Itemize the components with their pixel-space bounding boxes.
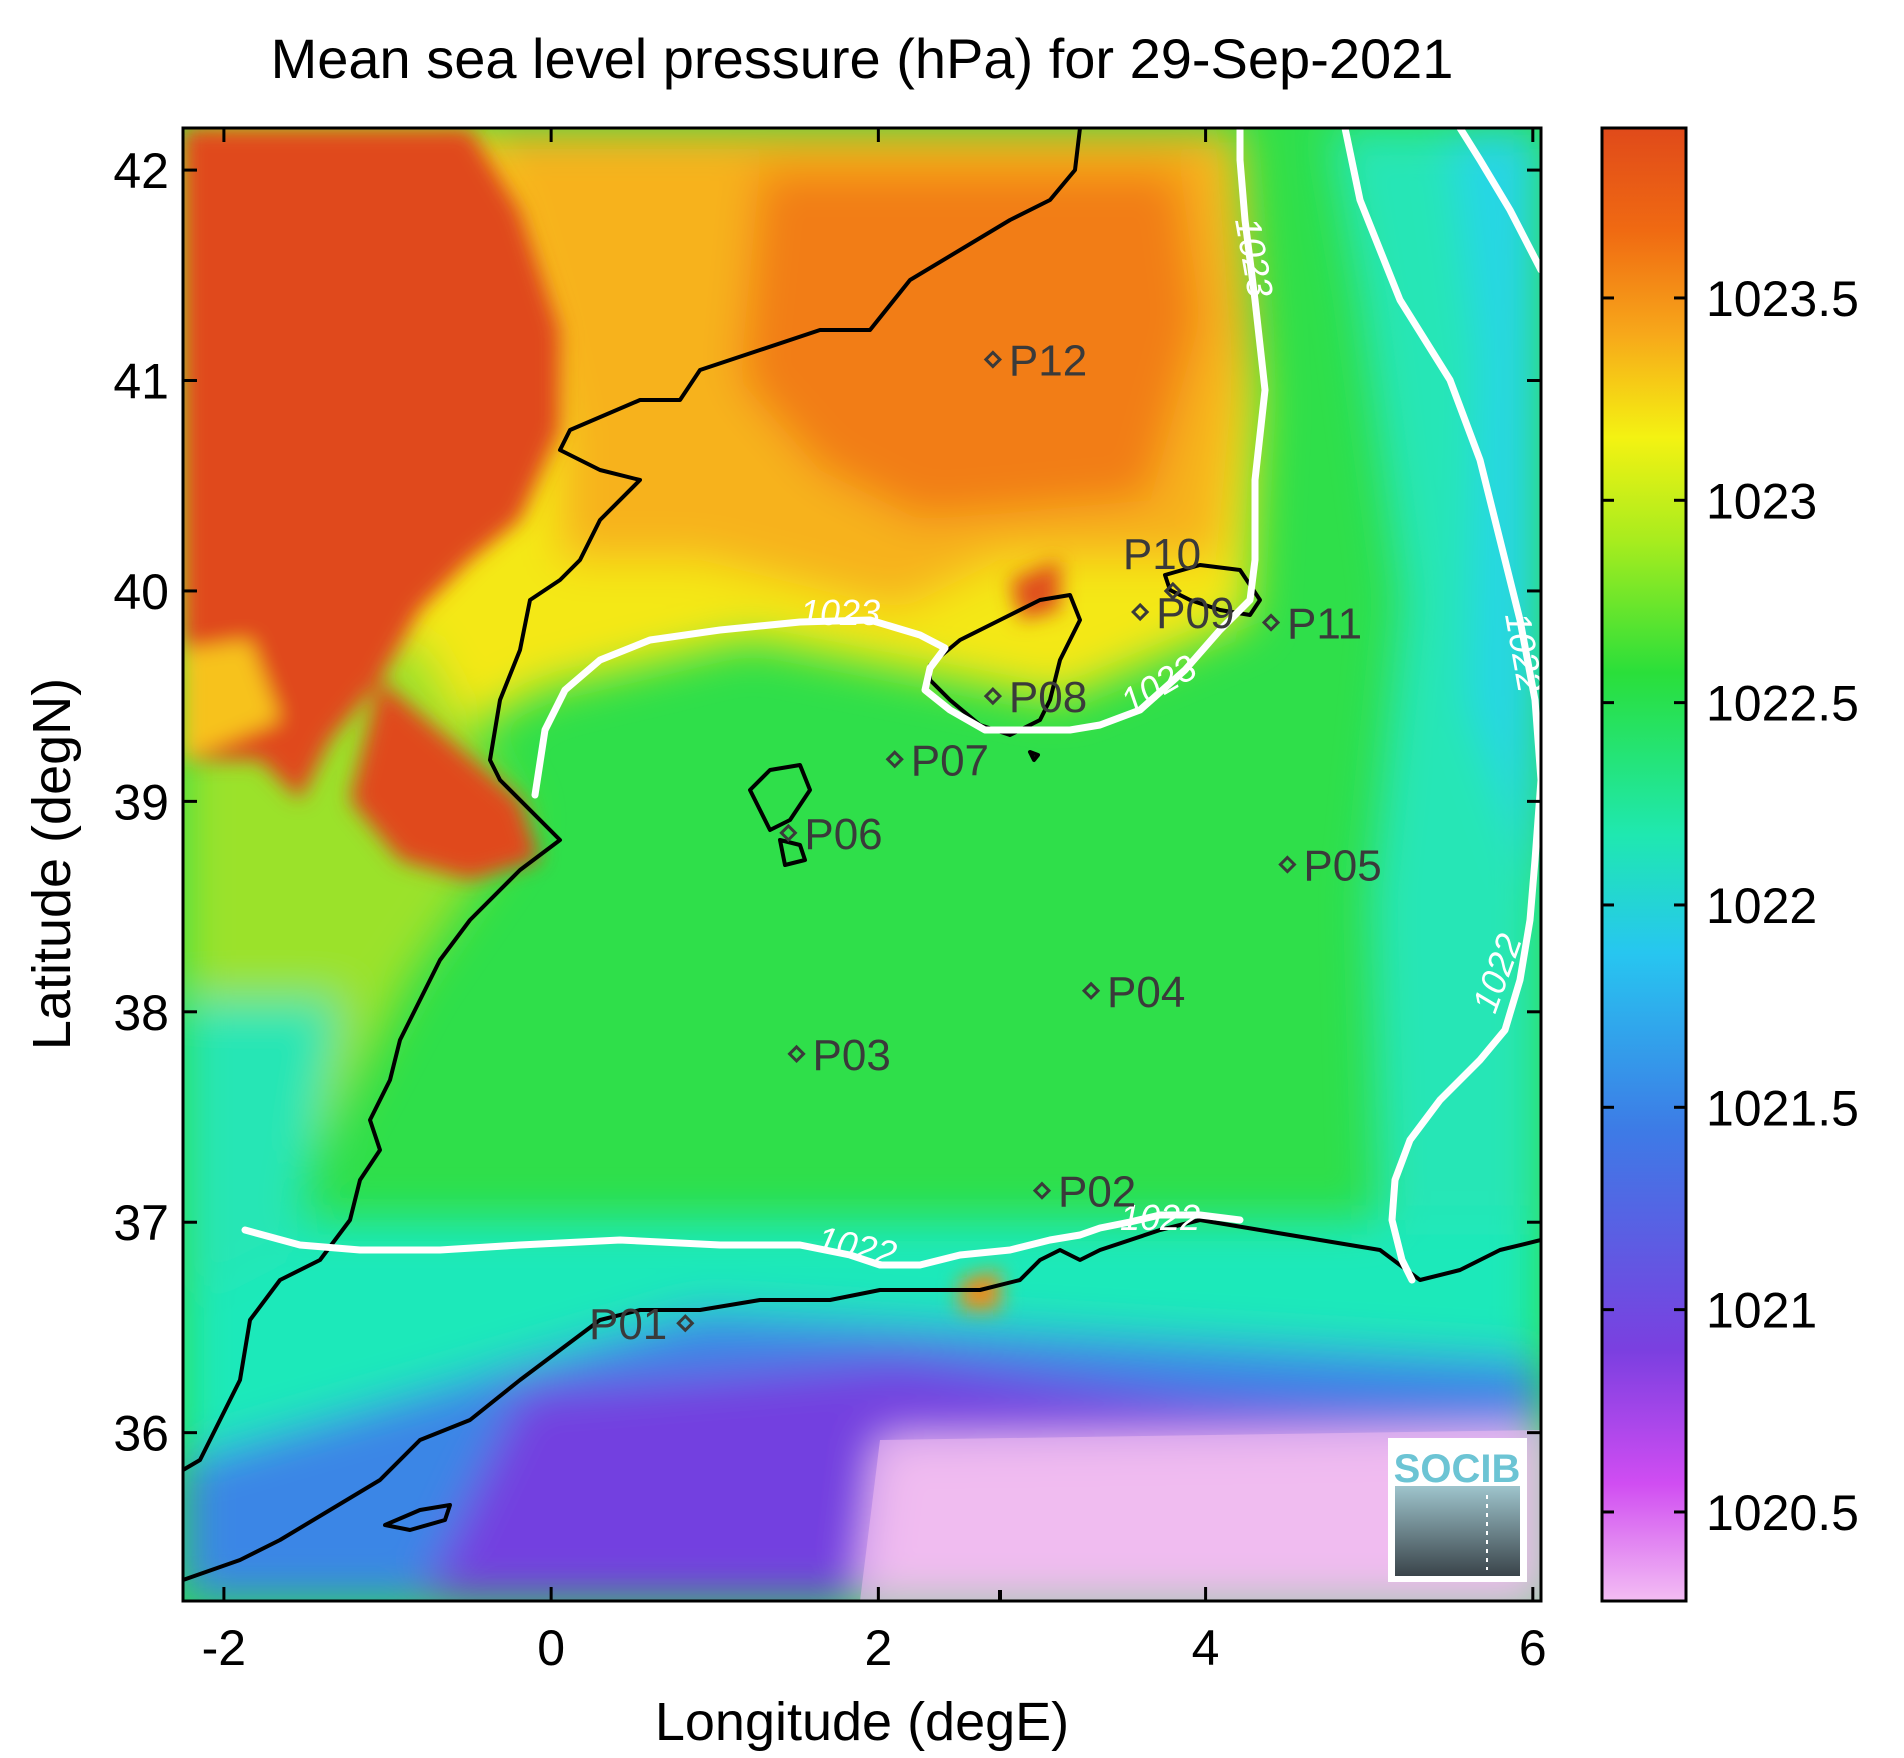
station-label: P12 [1009, 336, 1087, 385]
station-p06: P06 [779, 810, 883, 859]
x-tick-label: 6 [1519, 1620, 1547, 1676]
station-label: P01 [589, 1300, 667, 1349]
x-tick-label: 4 [1192, 1620, 1220, 1676]
isobar-1023-west [531, 128, 1269, 799]
station-marker [1131, 602, 1150, 622]
station-p08: P08 [983, 673, 1087, 722]
colorbar-tick-label: 1021.5 [1706, 1080, 1859, 1136]
station-marker [779, 823, 798, 843]
station-label: P06 [804, 810, 882, 859]
x-tick-label: -2 [202, 1620, 246, 1676]
y-axis-label: Latitude (degN) [22, 678, 82, 1050]
station-marker [676, 1314, 695, 1333]
colorbar-tick-label: 1021 [1706, 1283, 1817, 1339]
colorbar: 1020.5 1021 1021.5 1022 1022.5 1023 1023.5 [1600, 126, 1859, 1603]
station-label: P05 [1303, 842, 1381, 891]
y-tick-label: 41 [113, 354, 169, 410]
station-label: P03 [813, 1031, 891, 1080]
station-points: P01 P02 P03 P04 P05 P06 P07 P08 P09 P10 P11 P12 [589, 336, 1382, 1349]
station-marker [983, 687, 1003, 706]
isobar-1022-east [1341, 128, 1541, 1284]
isobars [241, 128, 1541, 1284]
map-frame [181, 126, 1543, 1603]
colorbar-tick-label: 1023.5 [1706, 271, 1859, 327]
station-marker [787, 1044, 806, 1064]
station-label: P08 [1009, 673, 1087, 722]
y-tick-label: 37 [113, 1195, 169, 1251]
station-marker [1032, 1181, 1052, 1200]
x-axis: -2 0 2 4 6 [202, 128, 1547, 1676]
colorbar-tick-label: 1020.5 [1706, 1485, 1859, 1541]
y-tick-label: 38 [113, 985, 169, 1041]
station-label: P02 [1058, 1168, 1136, 1217]
colorbar-ticks: 1020.5 1021 1021.5 1022 1022.5 1023 1023.5 [1602, 271, 1859, 1541]
y-tick-label: 36 [113, 1406, 169, 1462]
station-marker [1081, 981, 1101, 1000]
coastline [183, 128, 1541, 1601]
station-p01: P01 [589, 1300, 695, 1349]
station-p07: P07 [885, 736, 989, 785]
station-p12: P12 [983, 336, 1087, 385]
station-marker [885, 750, 904, 769]
y-tick-label: 42 [113, 143, 169, 199]
station-p03: P03 [787, 1031, 891, 1080]
station-marker [983, 350, 1003, 369]
isobar-label: 1022 [1120, 1197, 1200, 1238]
station-label: P10 [1123, 530, 1201, 579]
y-tick-label: 40 [113, 564, 169, 620]
station-label: P11 [1287, 600, 1362, 649]
station-label: P04 [1107, 968, 1185, 1017]
station-marker [1163, 581, 1182, 601]
station-p05: P05 [1278, 842, 1382, 891]
station-p09: P09 [1131, 589, 1234, 638]
colorbar-tick-label: 1023 [1706, 473, 1817, 529]
isobar-label: 1023 [800, 592, 880, 633]
map-title: Mean sea level pressure (hPa) for 29-Sep… [271, 27, 1454, 90]
station-p10: P10 [1123, 530, 1201, 601]
station-marker [1278, 855, 1297, 874]
station-p04: P04 [1081, 968, 1185, 1017]
x-tick-label: 2 [864, 1620, 892, 1676]
station-label: P07 [911, 736, 989, 785]
pressure-field [183, 128, 1541, 1601]
socib-logo: SOCIB [1388, 1438, 1527, 1582]
x-tick-label: 0 [537, 1620, 565, 1676]
y-axis: 36 37 38 39 40 41 42 [113, 143, 1541, 1462]
colorbar-gradient [1600, 126, 1688, 1603]
colorbar-tick-label: 1022.5 [1706, 676, 1859, 732]
isobar-1022-south [241, 1211, 1244, 1269]
station-marker [1261, 613, 1281, 632]
station-label: P09 [1156, 589, 1234, 638]
colorbar-tick-label: 1022 [1706, 878, 1817, 934]
x-axis-label: Longitude (degE) [655, 1692, 1069, 1752]
station-p11: P11 [1261, 600, 1362, 649]
isobar-1020-ne [1456, 128, 1541, 274]
socib-logo-text: SOCIB [1394, 1447, 1521, 1491]
station-p02: P02 [1032, 1168, 1136, 1217]
y-tick-label: 39 [113, 774, 169, 830]
